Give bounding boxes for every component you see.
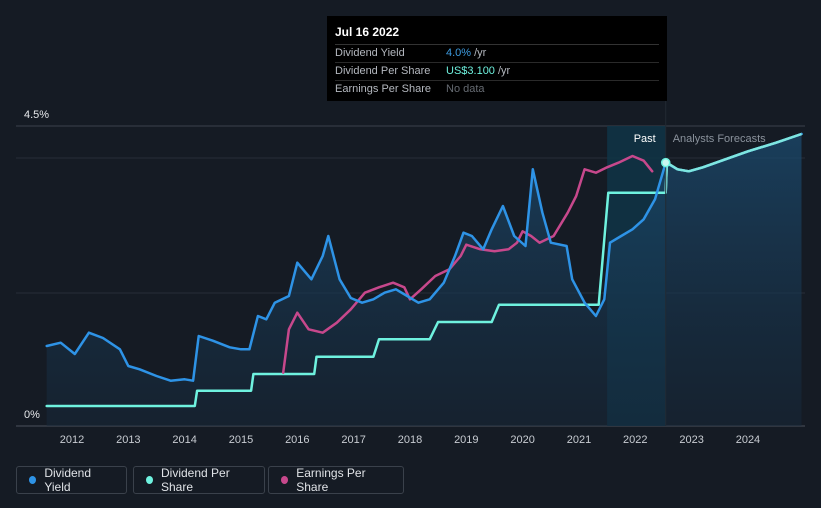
x-axis-ticks: 2012 2013 2014 2015 2016 2017 2018 2019 2020 2021… xyxy=(60,434,760,446)
tooltip-value: 4.0% xyxy=(446,47,472,59)
x-tick-label: 2022 xyxy=(623,434,647,446)
forecast-label: Analysts Forecasts xyxy=(673,133,766,145)
tooltip-row-eps: Earnings Per Share No data xyxy=(335,81,659,98)
tooltip-label: Dividend Per Share xyxy=(335,65,431,77)
tooltip-label: Dividend Yield xyxy=(335,47,405,59)
legend-earnings-per-share[interactable]: Earnings Per Share xyxy=(268,466,404,494)
tooltip-value: No data xyxy=(446,83,485,95)
tooltip-value: US$3.100 xyxy=(446,65,495,77)
x-tick-label: 2013 xyxy=(116,434,140,446)
y-axis-top-label: 4.5% xyxy=(24,109,49,121)
legend-label: Earnings Per Share xyxy=(296,466,366,494)
tooltip-row-dps: Dividend Per Share US$3.100 /yr xyxy=(335,63,659,81)
past-label: Past xyxy=(634,133,656,145)
tooltip: Jul 16 2022 Dividend Yield 4.0% /yr Divi… xyxy=(327,16,667,101)
legend-label: Dividend Per Share xyxy=(161,466,230,494)
x-tick-label: 2018 xyxy=(398,434,422,446)
series-layer xyxy=(45,132,803,408)
cursor-marker xyxy=(660,157,671,168)
dividend-yield-area xyxy=(46,134,802,426)
series-line-dividend-yield xyxy=(45,132,803,382)
legend-dot xyxy=(146,476,153,484)
tooltip-unit: /yr xyxy=(474,47,487,59)
x-tick-label: 2015 xyxy=(229,434,253,446)
x-tick-label: 2012 xyxy=(60,434,84,446)
tooltip-unit: /yr xyxy=(497,65,511,77)
x-tick-label: 2019 xyxy=(454,434,478,446)
y-axis-bottom-label: 0% xyxy=(24,409,40,421)
tooltip-row-yield: Dividend Yield 4.0% /yr xyxy=(335,45,659,63)
x-tick-label: 2017 xyxy=(341,434,365,446)
tooltip-date: Jul 16 2022 xyxy=(335,22,659,45)
tooltip-label: Earnings Per Share xyxy=(335,83,431,95)
x-tick-label: 2021 xyxy=(567,434,591,446)
x-tick-label: 2016 xyxy=(285,434,309,446)
legend-label: Dividend Yield xyxy=(44,466,92,494)
series-line-earnings-per-share xyxy=(281,154,654,374)
legend-dividend-yield[interactable]: Dividend Yield xyxy=(16,466,127,494)
x-tick-label: 2020 xyxy=(510,434,534,446)
legend-dot xyxy=(281,476,289,484)
forecast-line xyxy=(664,132,802,193)
legend-dot xyxy=(29,476,37,484)
x-tick-label: 2023 xyxy=(679,434,703,446)
x-tick-label: 2014 xyxy=(172,434,196,446)
legend-dividend-per-share[interactable]: Dividend Per Share xyxy=(133,466,265,494)
x-tick-label: 2024 xyxy=(736,434,760,446)
